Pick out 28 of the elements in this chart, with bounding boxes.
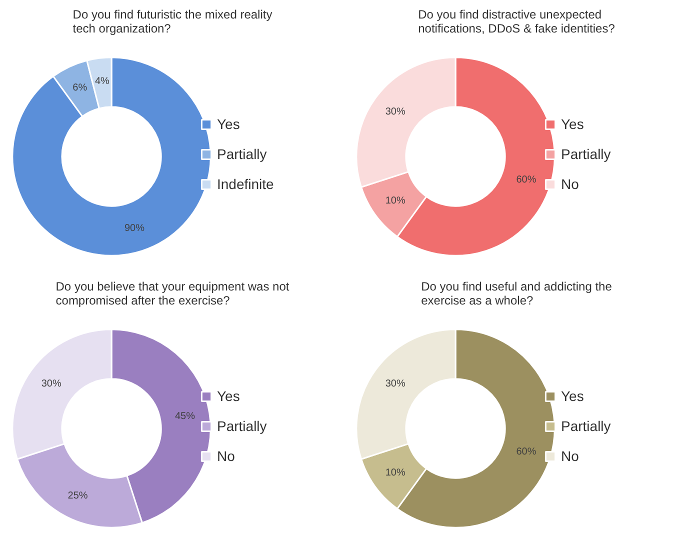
legend-label: Yes — [561, 116, 584, 132]
data-label: 45% — [174, 411, 196, 422]
chart-title: Do you believe that your equipment was not compromised after the exercise? — [56, 280, 290, 308]
legend-label: Partially — [561, 146, 611, 162]
data-label: 10% — [385, 467, 406, 478]
chart-title: Do you find useful and addicting the exercise as a whole? — [421, 280, 612, 308]
legend-label: No — [217, 448, 236, 464]
data-label: 30% — [385, 106, 406, 118]
legend-label: No — [561, 448, 580, 464]
data-label: 60% — [516, 174, 536, 186]
legend-label: No — [561, 176, 580, 192]
data-label: 4% — [94, 76, 110, 87]
legend-label: Partially — [217, 418, 267, 434]
legend-label: Partially — [561, 418, 611, 434]
data-label: 30% — [385, 378, 406, 390]
legend-label: Yes — [561, 388, 584, 404]
data-label: 6% — [72, 82, 88, 94]
legend-label: Yes — [217, 116, 240, 132]
data-label: 30% — [41, 378, 62, 390]
legend-label: Indefinite — [217, 176, 274, 192]
data-label: 60% — [516, 446, 536, 458]
chart-title: Do you find futuristic the mixed reality tech organization? — [72, 8, 272, 36]
chart-title: Do you find distractive unexpected notifications, DDoS & fake identities? — [418, 8, 616, 36]
data-label: 90% — [124, 222, 145, 234]
data-label: 25% — [68, 490, 88, 502]
data-label: 10% — [385, 195, 406, 206]
legend-label: Partially — [217, 146, 267, 162]
legend-label: Yes — [217, 388, 240, 404]
